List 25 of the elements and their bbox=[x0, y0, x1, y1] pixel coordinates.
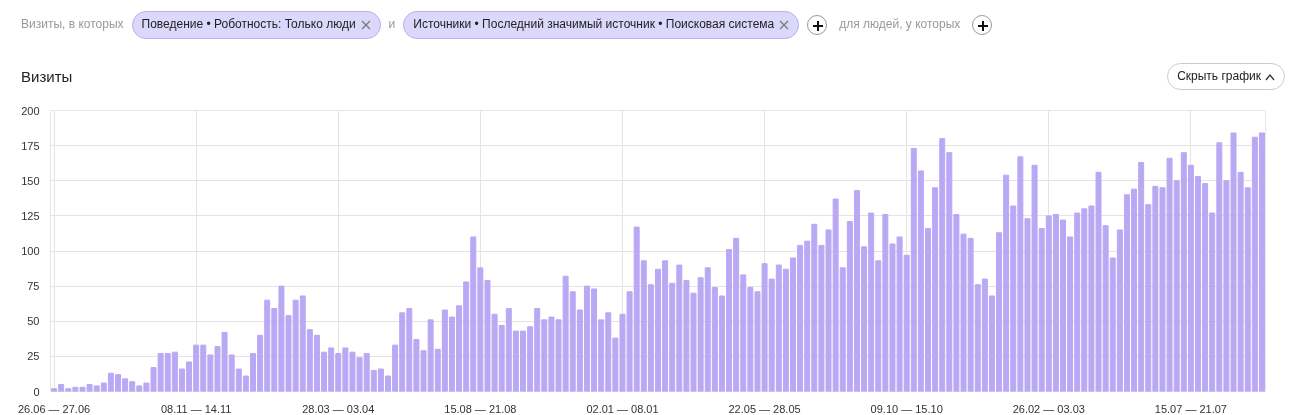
y-tick-label: 175 bbox=[21, 139, 40, 152]
x-tick-label: 02.01 — 08.01 bbox=[586, 402, 659, 415]
y-tick-label: 200 bbox=[21, 104, 40, 117]
x-tick-label: 26.02 — 03.03 bbox=[1012, 402, 1085, 415]
x-tick-label: 15.07 — 21.07 bbox=[1154, 402, 1227, 415]
x-tick-label: 08.11 — 14.11 bbox=[160, 402, 232, 415]
chart-title: Визиты bbox=[21, 66, 73, 87]
text: Поведение • Роботность: Только люди bbox=[131, 11, 381, 39]
y-tick-label: 50 bbox=[27, 315, 40, 328]
text: для людей, у которых bbox=[839, 16, 961, 34]
text: и bbox=[388, 16, 396, 34]
x-tick-label: 26.06 — 27.06 bbox=[17, 402, 91, 415]
text: Скрыть график bbox=[1167, 63, 1285, 91]
x-tick-label: 15.08 — 21.08 bbox=[444, 402, 517, 415]
x-tick-label: 09.10 — 15.10 bbox=[870, 402, 943, 415]
y-tick-label: 0 bbox=[33, 385, 40, 398]
y-tick-label: 75 bbox=[27, 280, 40, 293]
text: Визиты, в которых bbox=[21, 16, 124, 34]
y-tick-label: 25 bbox=[27, 350, 40, 363]
x-tick-label: 28.03 — 03.04 bbox=[302, 402, 375, 415]
y-tick-label: 100 bbox=[21, 245, 40, 257]
text: Источники • Последний значимый источник • Поисковая система bbox=[403, 11, 800, 39]
y-tick-label: 125 bbox=[21, 209, 40, 222]
y-tick-label: 150 bbox=[21, 174, 40, 187]
x-tick-label: 22.05 — 28.05 bbox=[728, 402, 801, 415]
